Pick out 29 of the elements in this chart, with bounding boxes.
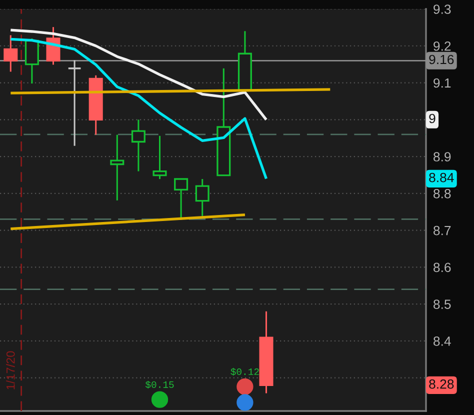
annotation: 8.84 [429, 172, 454, 182]
candlestick [174, 178, 188, 220]
annotation: 8.28 [429, 379, 454, 389]
annotation: $0.15 [145, 380, 174, 388]
y-tick-label: 8.9 [434, 152, 451, 162]
candlestick [68, 60, 82, 147]
y-tick-label: 8.8 [434, 188, 451, 198]
annotation: 9 [429, 114, 436, 124]
annotation: $0.12 [230, 368, 259, 376]
line-series [9, 28, 268, 121]
y-tick-label: 9.2 [434, 41, 451, 51]
y-tick-label: 8.5 [434, 300, 451, 309]
point [236, 394, 254, 411]
y-tick-label: 8.4 [434, 336, 451, 346]
candlestick [110, 134, 124, 202]
candlestick [4, 34, 18, 72]
candlestick [195, 178, 210, 217]
point [236, 378, 254, 395]
y-tick-label: 8.7 [434, 226, 451, 236]
y-tick-label: 9.3 [434, 4, 451, 14]
candlestick [152, 135, 167, 180]
y-tick-label: 8.6 [434, 262, 451, 272]
point [151, 391, 168, 408]
annotation: 1/17/20 [6, 351, 15, 390]
candlestick [24, 38, 39, 84]
line-series [9, 38, 268, 180]
y-tick-label: 9.1 [434, 78, 451, 88]
ref-line-label: 9.16 [429, 54, 454, 64]
candlestick [131, 118, 146, 172]
